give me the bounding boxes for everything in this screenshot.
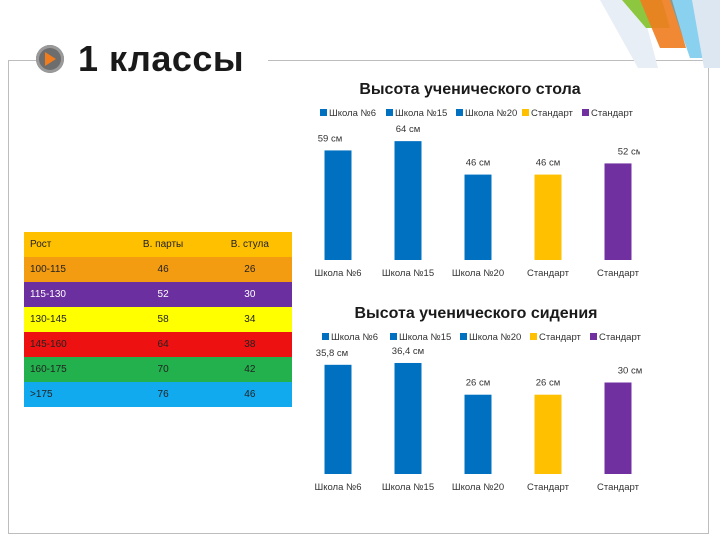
- slide-title: 1 классы: [78, 38, 245, 79]
- table-header-cell: Рост: [30, 239, 52, 250]
- legend-label: Стандарт: [599, 332, 642, 343]
- legend-swatch: [322, 333, 329, 340]
- frame-line-left: [8, 60, 9, 534]
- table-header-row: Рост В. парты В. стула: [24, 232, 292, 257]
- table-cell: 115-130: [30, 289, 66, 300]
- data-label: 35,8 см: [316, 348, 348, 359]
- slide-title-wrap: 1 классы: [36, 38, 244, 80]
- corner-decoration: [600, 0, 720, 68]
- table-row: 145-160 64 38: [24, 332, 292, 357]
- legend-label: Школа №6: [329, 108, 376, 119]
- chart-bar: [604, 163, 632, 260]
- table-cell: 145-160: [30, 339, 67, 350]
- chart-bar: [394, 362, 422, 474]
- frame-line-bottom: [8, 533, 708, 534]
- table-row: 100-115 46 26: [24, 257, 292, 282]
- chart-title: Высота ученического стола: [359, 81, 580, 98]
- table-cell: 26: [244, 264, 256, 275]
- x-tick-label: Стандарт: [527, 482, 570, 493]
- x-tick-label: Школа №6: [315, 268, 362, 279]
- legend-swatch: [590, 333, 597, 340]
- table-cell: 76: [157, 389, 169, 400]
- data-label: 64 см: [396, 124, 421, 135]
- data-label: 30 см: [618, 366, 643, 377]
- legend-label: Школа №20: [465, 108, 517, 119]
- table-cell: 160-175: [30, 364, 67, 375]
- legend-swatch: [456, 109, 463, 116]
- frame-line-top-right: [268, 60, 708, 61]
- x-tick-label: Школа №20: [452, 268, 504, 279]
- legend-swatch: [460, 333, 467, 340]
- data-label: 36,4 см: [392, 346, 424, 357]
- legend-label: Школа №20: [469, 332, 521, 343]
- table-cell: 42: [244, 364, 256, 375]
- chart-bar: [604, 382, 632, 474]
- data-label: 26 см: [536, 378, 561, 389]
- table-row: 115-130 52 30: [24, 282, 292, 307]
- table-cell: 64: [157, 339, 169, 350]
- chart-bar: [324, 364, 352, 474]
- x-tick-label: Стандарт: [597, 268, 640, 279]
- chart-bar: [464, 394, 492, 474]
- table-cell: 100-115: [30, 264, 66, 275]
- legend-swatch: [522, 109, 529, 116]
- legend-label: Стандарт: [531, 108, 574, 119]
- table-row: 160-175 70 42: [24, 357, 292, 382]
- height-table: Рост В. парты В. стула 100-115 46 26 115…: [24, 232, 292, 407]
- legend-swatch: [386, 109, 393, 116]
- x-tick-label: Стандарт: [527, 268, 570, 279]
- x-tick-label: Школа №15: [382, 482, 434, 493]
- table-cell: 34: [244, 314, 256, 325]
- data-label: 59 см: [318, 133, 343, 144]
- table-cell: 58: [157, 314, 169, 325]
- legend-swatch: [390, 333, 397, 340]
- table-row: >175 76 46: [24, 382, 292, 407]
- data-label: 46 см: [466, 158, 491, 169]
- chart-title: Высота ученического сидения: [355, 305, 598, 322]
- table-cell: 30: [244, 289, 256, 300]
- frame-line-top-left: [8, 60, 42, 61]
- desk-height-chart: Высота ученического стола Школа №6 Школа …: [315, 81, 641, 279]
- x-tick-label: Школа №20: [452, 482, 504, 493]
- table-cell: 130-145: [30, 314, 67, 325]
- table-cell: 70: [157, 364, 169, 375]
- chart-bar: [534, 174, 562, 260]
- table-cell: >175: [30, 389, 53, 400]
- x-tick-label: Стандарт: [597, 482, 640, 493]
- legend-swatch: [320, 109, 327, 116]
- chart-bar: [534, 394, 562, 474]
- legend-label: Школа №15: [399, 332, 451, 343]
- legend-label: Стандарт: [591, 108, 634, 119]
- chart-bar: [394, 141, 422, 260]
- chart-bar: [464, 174, 492, 260]
- data-label: 26 см: [466, 378, 491, 389]
- arrow-bullet-icon: [36, 45, 64, 73]
- legend-swatch: [530, 333, 537, 340]
- table-row: 130-145 58 34: [24, 307, 292, 332]
- legend-label: Школа №6: [331, 332, 378, 343]
- table-cell: 38: [244, 339, 256, 350]
- x-tick-label: Школа №15: [382, 268, 434, 279]
- legend-label: Стандарт: [539, 332, 582, 343]
- table-cell: 46: [244, 389, 256, 400]
- table-header-cell: В. парты: [142, 239, 184, 250]
- legend-swatch: [582, 109, 589, 116]
- chart-bar: [324, 150, 352, 260]
- data-label: 52 см: [618, 146, 640, 157]
- frame-line-right: [708, 60, 709, 534]
- legend-label: Школа №15: [395, 108, 447, 119]
- table-cell: 52: [157, 289, 169, 300]
- table-header-cell: В. стула: [230, 239, 269, 250]
- x-tick-label: Школа №6: [315, 482, 362, 493]
- data-label: 46 см: [536, 158, 561, 169]
- seat-height-chart: Высота ученического сидения Школа №6 Школ…: [315, 305, 643, 493]
- table-cell: 46: [157, 264, 169, 275]
